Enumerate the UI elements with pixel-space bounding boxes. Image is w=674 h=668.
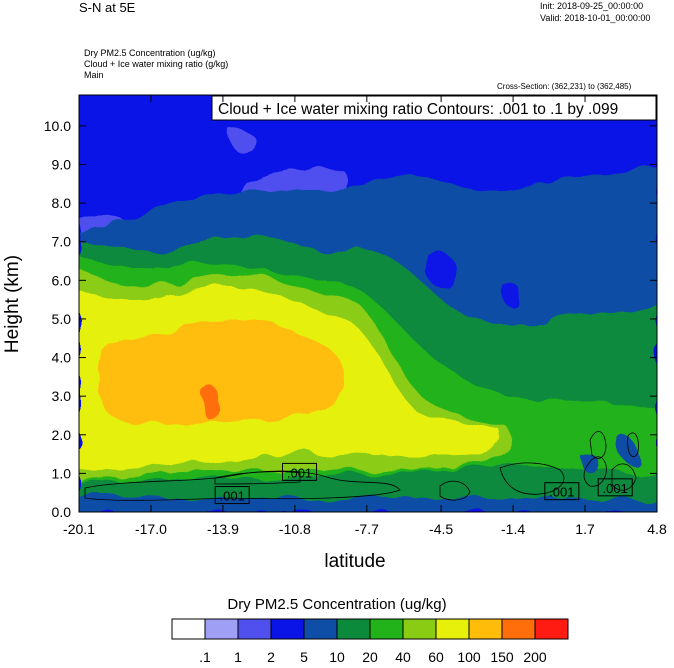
field-level-150 (97, 318, 344, 425)
colorbar-level-label: 10 (329, 649, 345, 665)
field-level-2-patch (499, 281, 522, 308)
field-pm25: Dry PM2.5 Concentration (ug/kg) (84, 48, 216, 58)
y-tick-label: 5.0 (52, 311, 72, 327)
colorbar-level-label: 40 (395, 649, 411, 665)
y-tick-label: 9.0 (52, 157, 72, 173)
contour-label-box (597, 478, 633, 497)
contour-label-box (214, 486, 250, 505)
colorbar-level-label: 100 (457, 649, 481, 665)
contour-labels: .001 .001 .001 .001 (214, 462, 633, 505)
cross-section-label: Cross-Section: (362,231) to (362,485) (497, 82, 632, 91)
plot-title: S-N at 5E (79, 0, 136, 15)
y-tick-label: 10.0 (44, 118, 71, 134)
colorbar-level-label: 2 (267, 649, 275, 665)
colorbar-swatch (171, 618, 206, 640)
valid-time: Valid: 2018-10-01_00:00:00 (540, 13, 651, 23)
field-level-200 (202, 385, 219, 420)
x-tick-label: -13.9 (207, 521, 239, 537)
x-tick-label: -20.1 (63, 521, 95, 537)
x-axis: -20.1 -17.0 -13.9 -10.8 -7.7 -4.5 -1.4 1.7 4.8 (63, 95, 667, 537)
y-tick-label: 1.0 (52, 465, 72, 481)
contour-label: .001 (597, 478, 633, 497)
field-level-5-surface (79, 496, 657, 512)
colorbar-level-label: 200 (523, 649, 547, 665)
time-info: Init: 2018-09-25_00:00:00 Valid: 2018-10… (540, 0, 650, 24)
colorbar: .1 1 2 5 10 20 40 60 100 150 200 (171, 618, 569, 665)
colorbar-level-label: 20 (362, 649, 378, 665)
plot-frame (78, 94, 658, 513)
colorbar-swatch (204, 618, 239, 640)
y-axis-label: Height (km) (2, 255, 23, 353)
y-tick-label: 6.0 (52, 272, 72, 288)
contour-label: .001 (282, 462, 318, 481)
x-tick-label: -10.8 (279, 521, 311, 537)
x-tick-label: -17.0 (135, 521, 167, 537)
field-level-2-patch (229, 129, 257, 154)
colorbar-title: Dry PM2.5 Concentration (ug/kg) (227, 596, 447, 613)
contour-label-text: .001 (220, 489, 245, 504)
colorbar-swatch (270, 618, 305, 640)
colorbar-swatch (369, 618, 404, 640)
y-tick-label: 2.0 (52, 427, 72, 443)
colorbar-level-label: .1 (199, 649, 211, 665)
field-cloud-ice: Cloud + Ice water mixing ratio (g/kg) (84, 59, 229, 69)
colorbar-level-label: 60 (428, 649, 444, 665)
contour-label-text: .001 (287, 465, 312, 480)
contour-info-label: Cloud + Ice water mixing ratio Contours:… (218, 101, 618, 118)
concentration-field (79, 95, 657, 512)
y-axis: 0.0 1.0 2.0 3.0 4.0 5.0 6.0 7.0 8.0 9.0 10.0 (44, 118, 657, 520)
x-tick-label: -7.7 (355, 521, 379, 537)
x-tick-label: -4.5 (429, 521, 453, 537)
y-tick-label: 0.0 (52, 504, 72, 520)
field-main: Main (84, 70, 104, 80)
colorbar-level-label: 1 (234, 649, 242, 665)
contour-label-text: .001 (603, 481, 628, 496)
contour-info-box: Cloud + Ice water mixing ratio Contours:… (211, 95, 657, 121)
colorbar-level-label: 5 (300, 649, 308, 665)
colorbar-swatch (435, 618, 470, 640)
contour-label-box (544, 482, 580, 501)
y-tick-label: 4.0 (52, 350, 72, 366)
field-list: Dry PM2.5 Concentration (ug/kg) Cloud + … (84, 48, 228, 81)
contour-label: .001 (544, 482, 580, 501)
x-tick-label: 4.8 (647, 521, 667, 537)
y-tick-label: 7.0 (52, 234, 72, 250)
cloud-contours (84, 431, 639, 501)
colorbar-swatch (501, 618, 536, 640)
init-time: Init: 2018-09-25_00:00:00 (540, 1, 644, 11)
x-axis-label: latitude (324, 551, 385, 572)
field-level-2-patch (426, 253, 459, 288)
y-tick-label: 3.0 (52, 388, 72, 404)
x-tick-label: 1.7 (575, 521, 595, 537)
colorbar-swatch (336, 618, 371, 640)
x-tick-label: -1.4 (501, 521, 525, 537)
y-tick-label: 8.0 (52, 195, 72, 211)
colorbar-swatch (534, 618, 569, 640)
colorbar-swatch (303, 618, 338, 640)
contour-label-text: .001 (549, 485, 574, 500)
colorbar-swatch (468, 618, 503, 640)
colorbar-swatch (402, 618, 437, 640)
contour-label-box (282, 462, 318, 481)
contour-label: .001 (214, 486, 250, 505)
contour-info-frame (211, 95, 657, 121)
colorbar-level-label: 150 (490, 649, 514, 665)
colorbar-swatch (237, 618, 272, 640)
